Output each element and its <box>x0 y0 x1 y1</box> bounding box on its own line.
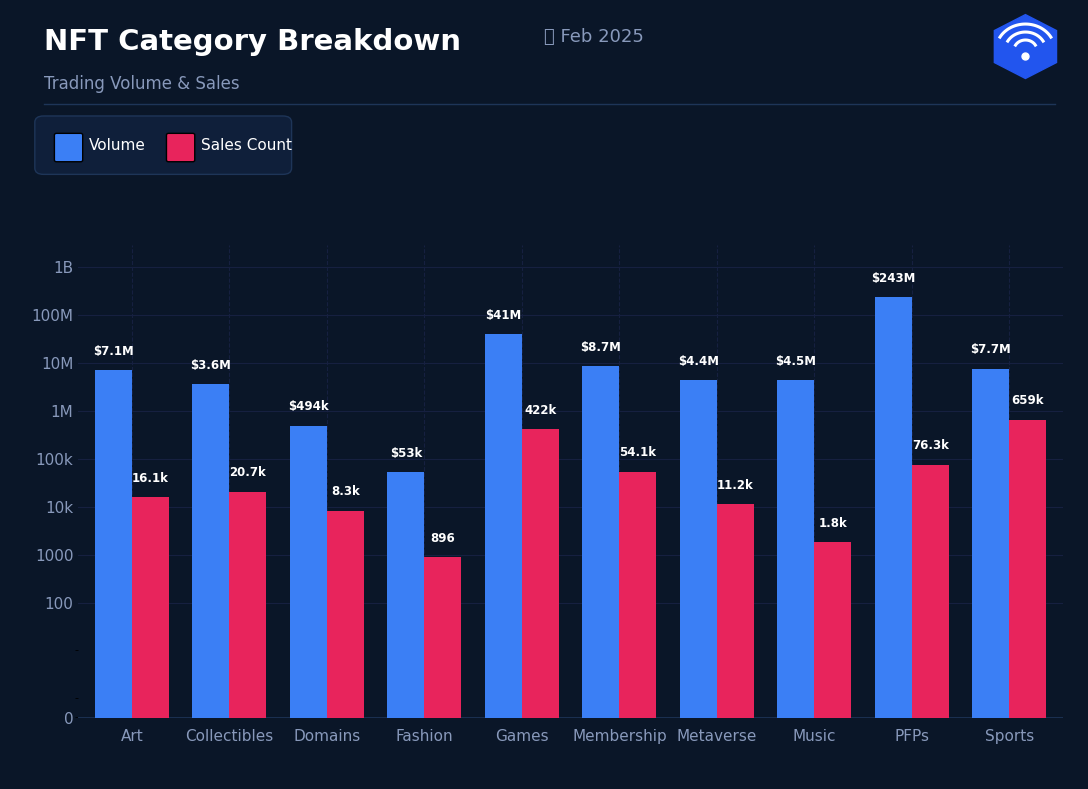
Bar <box>95 370 132 718</box>
Bar <box>326 510 364 718</box>
Text: $243M: $243M <box>871 271 915 285</box>
Text: $53k: $53k <box>390 447 422 460</box>
Text: $4.5M: $4.5M <box>776 354 816 368</box>
Text: $3.6M: $3.6M <box>190 359 232 372</box>
Bar <box>289 426 326 718</box>
Text: Sales Count: Sales Count <box>201 137 293 153</box>
Text: 76.3k: 76.3k <box>912 439 949 452</box>
Text: 422k: 422k <box>524 404 557 417</box>
Text: Trading Volume & Sales: Trading Volume & Sales <box>44 75 239 93</box>
Bar <box>582 366 619 718</box>
Bar <box>485 334 522 718</box>
Bar <box>387 472 424 718</box>
Text: $41M: $41M <box>485 308 521 322</box>
Text: $8.7M: $8.7M <box>580 341 621 353</box>
Polygon shape <box>994 15 1056 78</box>
Bar <box>680 380 717 718</box>
Bar <box>912 465 949 718</box>
Bar <box>619 472 656 718</box>
Text: 54.1k: 54.1k <box>619 447 656 459</box>
Bar <box>815 542 852 718</box>
Bar <box>973 368 1010 718</box>
Bar <box>1010 420 1047 718</box>
Text: 11.2k: 11.2k <box>717 479 754 492</box>
Bar <box>777 380 815 718</box>
Text: Volume: Volume <box>89 137 146 153</box>
Bar <box>230 492 267 718</box>
Text: $494k: $494k <box>288 401 329 413</box>
Text: $7.1M: $7.1M <box>94 345 134 358</box>
Bar <box>424 557 461 718</box>
Text: 8.3k: 8.3k <box>331 485 360 499</box>
Text: 16.1k: 16.1k <box>132 472 169 484</box>
Text: 1.8k: 1.8k <box>818 518 848 530</box>
Text: NFT Category Breakdown: NFT Category Breakdown <box>44 28 460 55</box>
Text: 659k: 659k <box>1012 394 1044 407</box>
Text: 📅 Feb 2025: 📅 Feb 2025 <box>544 28 644 46</box>
Text: 20.7k: 20.7k <box>230 466 267 480</box>
Bar <box>875 297 912 718</box>
Bar <box>132 497 169 718</box>
Text: $7.7M: $7.7M <box>970 343 1011 357</box>
Bar <box>522 429 559 718</box>
Text: 896: 896 <box>431 532 455 544</box>
Bar <box>717 504 754 718</box>
Text: $4.4M: $4.4M <box>678 355 719 368</box>
Bar <box>193 384 230 718</box>
